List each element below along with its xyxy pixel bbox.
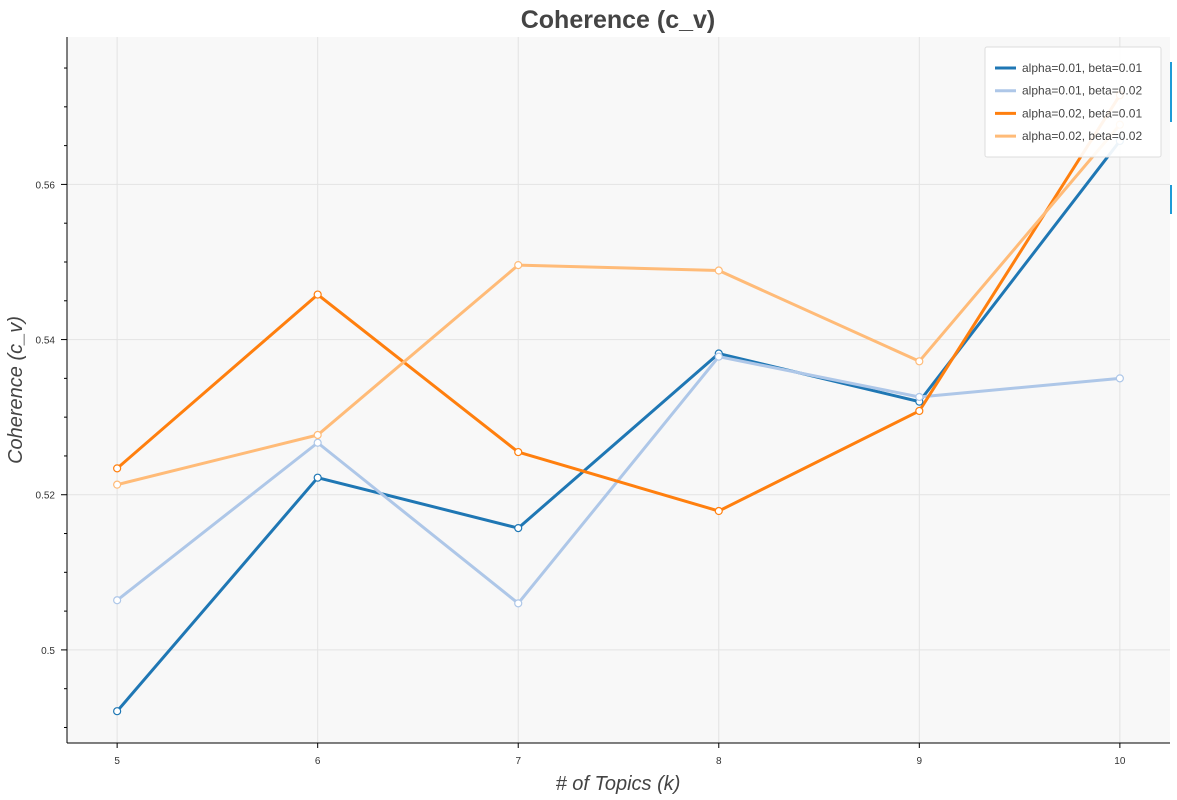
- chart-title: Coherence (c_v): [521, 6, 716, 34]
- y-axis-title: Coherence (c_v): [5, 316, 27, 464]
- legend-box: [984, 46, 1162, 158]
- series-3-point[interactable]: [714, 506, 723, 516]
- series-3-point[interactable]: [313, 290, 322, 299]
- series-1-point[interactable]: [313, 473, 322, 482]
- series-2-point[interactable]: [113, 596, 122, 605]
- y-tick-label: 0.52: [36, 491, 56, 502]
- series-3-point[interactable]: [514, 447, 523, 457]
- series-4-point[interactable]: [113, 480, 122, 489]
- x-tick-label: 7: [515, 756, 521, 767]
- edge-marker: [1170, 93, 1172, 122]
- series-3-point[interactable]: [113, 464, 122, 473]
- x-tick-label: 8: [716, 756, 722, 767]
- series-2-point[interactable]: [1115, 374, 1124, 383]
- series-2-point[interactable]: [514, 599, 523, 608]
- series-line-3: [115, 93, 1122, 513]
- series-1-point[interactable]: [514, 523, 523, 533]
- legend-label: alpha=0.02, beta=0.02: [1022, 129, 1142, 143]
- x-tick-labels: 5 6 7 8 9 10: [114, 756, 1126, 767]
- series-3-point[interactable]: [915, 406, 924, 416]
- series-1-point[interactable]: [113, 707, 122, 716]
- series-line-4: [115, 123, 1122, 487]
- series-4-point[interactable]: [514, 260, 523, 270]
- x-tick-label: 6: [315, 756, 321, 767]
- y-tick-label: 0.5: [41, 646, 55, 657]
- series-2-point[interactable]: [714, 352, 723, 361]
- y-tick-labels: 0.5 0.52 0.54 0.56: [36, 180, 56, 656]
- series-4-point[interactable]: [714, 266, 723, 275]
- series-4-point[interactable]: [915, 357, 924, 366]
- y-tick-label: 0.54: [36, 336, 56, 347]
- legend-label: alpha=0.01, beta=0.02: [1022, 84, 1142, 98]
- series-lines: [115, 93, 1122, 713]
- legend-label: alpha=0.02, beta=0.01: [1022, 106, 1142, 120]
- x-axis-title: # of Topics (k): [556, 773, 681, 795]
- right-edge-marks: [1170, 62, 1172, 214]
- series-2-point[interactable]: [313, 438, 322, 447]
- edge-marker: [1170, 62, 1172, 93]
- x-tick-label: 5: [114, 756, 120, 767]
- x-tick-label: 10: [1114, 756, 1126, 767]
- x-tick-label: 9: [917, 756, 923, 767]
- axes: [61, 37, 1170, 748]
- y-tick-label: 0.56: [36, 180, 56, 191]
- series-4-point[interactable]: [313, 430, 322, 440]
- legend-label: alpha=0.01, beta=0.01: [1022, 61, 1142, 75]
- legend: alpha=0.01, beta=0.01 alpha=0.01, beta=0.…: [984, 46, 1162, 158]
- series-2-point[interactable]: [915, 392, 924, 402]
- edge-marker: [1170, 185, 1172, 214]
